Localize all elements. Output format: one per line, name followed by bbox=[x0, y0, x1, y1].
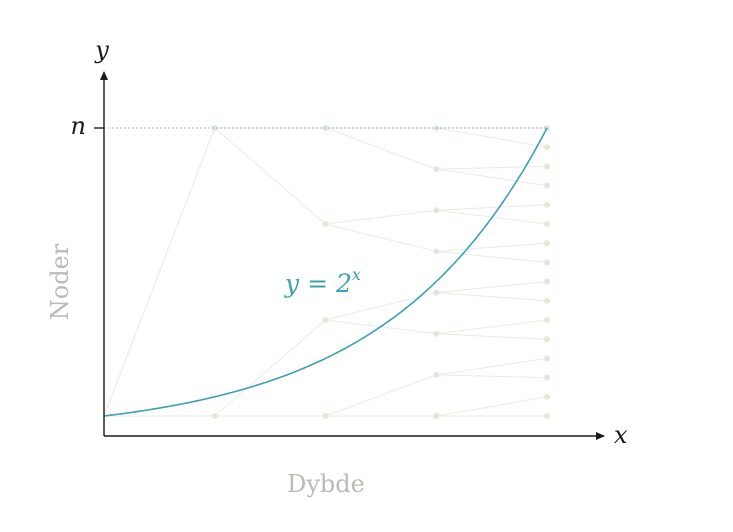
tree-edge bbox=[436, 165, 548, 170]
tree-edge bbox=[436, 127, 548, 148]
tree-node bbox=[322, 317, 329, 323]
tree-edge bbox=[436, 374, 548, 379]
tree-node bbox=[433, 248, 440, 255]
tree-node bbox=[544, 413, 550, 419]
tree-edge bbox=[214, 319, 326, 417]
tree-node bbox=[544, 201, 550, 208]
tree-node bbox=[211, 413, 218, 419]
tree-node bbox=[433, 371, 440, 378]
tree-edge bbox=[325, 374, 437, 417]
tree-node bbox=[544, 317, 550, 323]
tree-node bbox=[544, 374, 550, 381]
tree-edge bbox=[325, 127, 437, 170]
tree-node bbox=[322, 221, 329, 227]
y-axis-title: Noder bbox=[46, 243, 74, 320]
tree-edge bbox=[103, 127, 216, 417]
tree-node bbox=[544, 259, 550, 266]
tree-node bbox=[322, 413, 329, 419]
tree-node bbox=[544, 163, 550, 170]
tree-node bbox=[433, 413, 440, 419]
curve-label-exponent: x bbox=[352, 265, 361, 284]
tree-edge bbox=[436, 250, 548, 263]
tree-edge bbox=[325, 292, 437, 321]
tree-node bbox=[544, 336, 550, 343]
exponential-curve bbox=[103, 127, 548, 417]
tree-edge bbox=[325, 223, 437, 252]
x-axis-symbol: x bbox=[614, 421, 628, 449]
tree-node bbox=[544, 297, 550, 304]
tree-edge bbox=[325, 209, 437, 225]
tree-node bbox=[544, 182, 550, 189]
tree-edge bbox=[436, 396, 548, 417]
tree-edge bbox=[436, 168, 548, 187]
tree-edge bbox=[214, 127, 326, 225]
tree-node bbox=[544, 221, 550, 227]
tree-node bbox=[433, 166, 440, 173]
tree-node bbox=[544, 393, 550, 400]
tree-edge bbox=[436, 357, 548, 376]
y-marker-label: n bbox=[71, 112, 86, 140]
y-axis-symbol: y bbox=[94, 36, 109, 64]
tree-edge bbox=[436, 319, 548, 335]
tree-edge bbox=[436, 333, 548, 340]
tree-node bbox=[544, 355, 550, 362]
tree-edge bbox=[436, 242, 548, 252]
x-axis-title: Dybde bbox=[287, 470, 365, 498]
tree-node bbox=[433, 207, 440, 214]
curve-label: y = 2x bbox=[284, 265, 361, 298]
curve-label-base: y = 2 bbox=[284, 269, 352, 298]
tree-node bbox=[544, 278, 550, 285]
tree-node bbox=[433, 330, 440, 337]
tree-node bbox=[211, 125, 218, 131]
tree-node bbox=[544, 144, 550, 151]
tree-edge bbox=[436, 281, 548, 294]
tree-node bbox=[544, 240, 550, 247]
tree-node bbox=[433, 289, 440, 296]
tree-edge bbox=[436, 292, 548, 302]
tree-edge bbox=[436, 204, 548, 211]
